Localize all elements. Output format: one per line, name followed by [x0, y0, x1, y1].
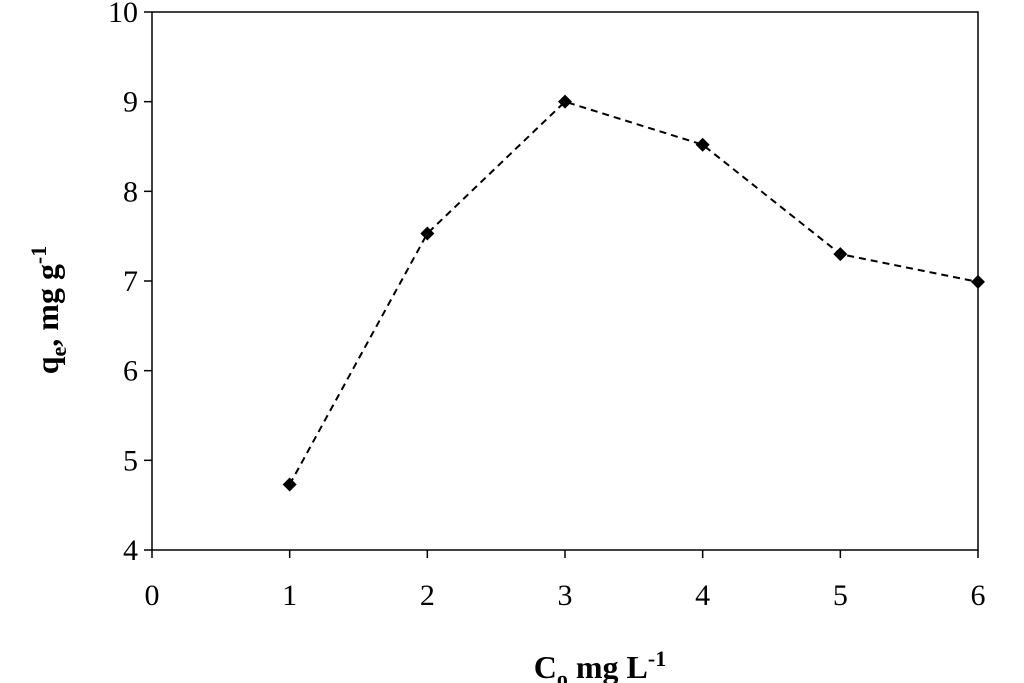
x-tick-label: 5 [833, 579, 848, 612]
series-line [288, 100, 979, 486]
y-tick-label: 8 [123, 175, 138, 208]
x-label-unit: mg L [568, 649, 648, 683]
y-tick-label: 4 [123, 534, 138, 567]
x-label-main: C [534, 649, 557, 683]
x-tick-label: 1 [282, 579, 297, 612]
data-point [971, 274, 985, 289]
data-point [558, 94, 572, 109]
y-tick-label: 6 [123, 355, 138, 388]
x-tick-label: 2 [420, 579, 435, 612]
plot-frame [151, 11, 979, 551]
x-tick-label: 0 [145, 579, 160, 612]
x-axis-label: Co mg L-1 [534, 646, 666, 683]
x-tick-label: 4 [695, 579, 710, 612]
y-tick-label: 7 [123, 265, 138, 298]
x-tick-label: 6 [971, 579, 986, 612]
x-tick-label: 3 [558, 579, 573, 612]
data-point [282, 477, 297, 492]
y-label-unit: , mg g [29, 264, 65, 347]
data-point [695, 137, 710, 152]
x-label-sup: -1 [648, 646, 666, 671]
y-label-sup: -1 [26, 246, 51, 264]
y-label-sub: e [46, 346, 71, 356]
y-axis-label: qe, mg g-1 [26, 246, 71, 375]
x-label-sub: o [557, 666, 568, 683]
data-point [833, 247, 848, 262]
y-tick-label: 5 [123, 444, 138, 477]
y-tick-label: 10 [108, 0, 138, 29]
y-tick-label: 9 [123, 86, 138, 119]
y-label-main: q [29, 356, 65, 374]
data-point [420, 226, 435, 241]
